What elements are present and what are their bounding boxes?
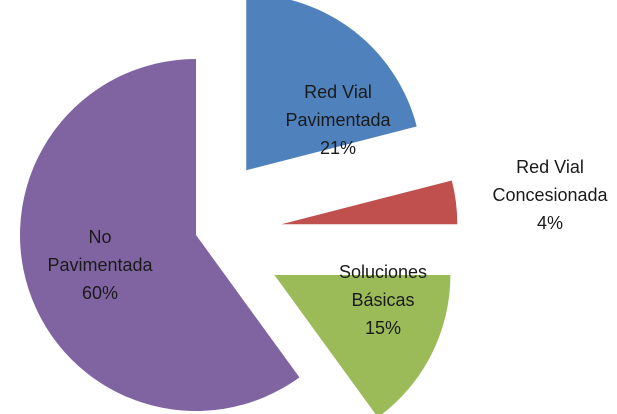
category-label: Red Vial Concesionada — [492, 157, 608, 205]
pie-slice — [246, 0, 417, 171]
slice-label: Red Vial Pavimentada 21% — [273, 78, 403, 162]
value-label: 60% — [81, 283, 119, 303]
category-label: Soluciones Básicas — [338, 262, 428, 310]
category-label: Red Vial Pavimentada — [285, 82, 391, 130]
pie-slice — [281, 180, 458, 225]
category-label: No Pavimentada — [47, 227, 153, 275]
slice-label: Soluciones Básicas 15% — [318, 258, 448, 342]
value-label: 4% — [536, 213, 563, 233]
value-label: 21% — [319, 138, 357, 158]
slice-label: Red Vial Concesionada 4% — [470, 153, 617, 237]
pie-slice — [274, 274, 451, 414]
value-label: 15% — [364, 318, 402, 338]
pie-slice — [20, 59, 300, 411]
slice-label: No Pavimentada 60% — [35, 223, 165, 307]
